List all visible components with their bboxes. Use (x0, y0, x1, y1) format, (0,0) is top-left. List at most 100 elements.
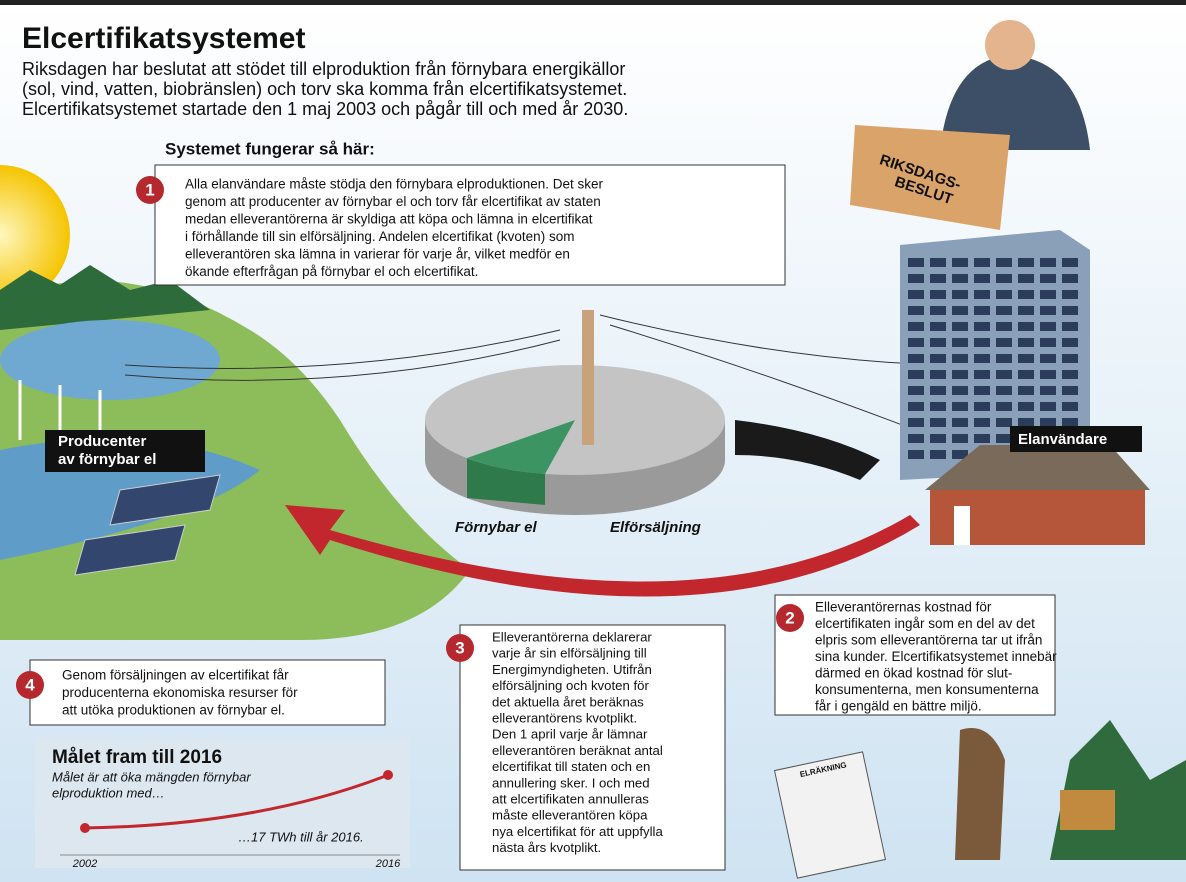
window (930, 322, 946, 331)
window (952, 370, 968, 379)
step-line: elcertifikat till staten och en (492, 759, 650, 774)
window (1062, 322, 1078, 331)
step-line: Alla elanvändare måste stödja den förnyb… (185, 177, 604, 192)
power-pole (582, 310, 594, 445)
goal-point (80, 823, 90, 833)
window (996, 354, 1012, 363)
window (996, 402, 1012, 411)
step-line: därmed en ökad kostnad för slut- (815, 666, 1012, 681)
window (1040, 354, 1056, 363)
window (908, 386, 924, 395)
step-line: medan elleverantörerna är skyldiga att k… (185, 212, 593, 227)
window (996, 274, 1012, 283)
step-line: nya elcertifikat för att uppfylla (492, 824, 663, 839)
window (908, 258, 924, 267)
window (996, 258, 1012, 267)
window (1018, 258, 1034, 267)
window (1018, 322, 1034, 331)
intro-line: Riksdagen har beslutat att stödet till e… (22, 59, 625, 79)
step-line: elleverantörens kvotplikt. (492, 710, 637, 725)
window (952, 402, 968, 411)
head (985, 20, 1035, 70)
step-line: producenterna ekonomiska resurser för (62, 685, 298, 700)
window (1040, 338, 1056, 347)
goal-box (35, 738, 410, 868)
top-rule (0, 0, 1186, 5)
window (1040, 274, 1056, 283)
window (1018, 290, 1034, 299)
window (908, 434, 924, 443)
window (1018, 306, 1034, 315)
step-line: får i gengäld en bättre miljö. (815, 699, 982, 714)
window (974, 338, 990, 347)
window (930, 274, 946, 283)
label-box (1010, 426, 1142, 452)
step-badge (446, 634, 474, 662)
window (1018, 274, 1034, 283)
step-line: ökande efterfrågan på förnybar el och el… (185, 264, 478, 279)
window (1040, 418, 1056, 427)
window (930, 258, 946, 267)
sales-label: Elförsäljning (610, 519, 701, 536)
goal-line: Målet är att öka mängden förnybar (52, 769, 251, 784)
window (974, 306, 990, 315)
consumers-label: Elanvändare (1018, 431, 1107, 448)
window (1018, 338, 1034, 347)
step-line: konsumenterna, men konsumenterna (815, 682, 1039, 697)
window (996, 386, 1012, 395)
window (1062, 338, 1078, 347)
window (1018, 386, 1034, 395)
text-box (774, 594, 1056, 716)
window (996, 370, 1012, 379)
window (1062, 402, 1078, 411)
step-line: elförsäljning och kvoten för (492, 678, 649, 693)
window (930, 338, 946, 347)
renewable-top (467, 420, 575, 474)
step-line: elleverantören beräknat antal (492, 743, 663, 758)
window (952, 290, 968, 299)
step-badge (136, 176, 164, 204)
label-box (45, 430, 205, 472)
cottage (1060, 790, 1115, 830)
text-box (154, 164, 786, 286)
window (996, 290, 1012, 299)
window (1018, 418, 1034, 427)
step-badge (16, 671, 44, 699)
window (930, 450, 946, 459)
step-badge (776, 604, 804, 632)
window (1062, 370, 1078, 379)
text-box (29, 659, 386, 726)
window (1040, 258, 1056, 267)
sun (0, 165, 70, 305)
step-line: elpris som elleverantörerna tar ut ifrån (815, 633, 1042, 648)
window (1062, 418, 1078, 427)
window (930, 370, 946, 379)
subtitle: Systemet fungerar så här: (165, 139, 375, 158)
window (908, 418, 924, 427)
window (974, 274, 990, 283)
window (974, 322, 990, 331)
window (1040, 386, 1056, 395)
window (952, 338, 968, 347)
window (996, 322, 1012, 331)
goal-result: …17 TWh till år 2016. (238, 829, 364, 844)
window (908, 290, 924, 299)
step-number: 1 (145, 180, 154, 199)
title: Elcertifikatsystemet (22, 22, 305, 55)
step-line: Elleverantörernas kostnad för (815, 600, 992, 615)
window (1040, 306, 1056, 315)
step-line: nästa års kvotplikt. (492, 840, 601, 855)
window (908, 322, 924, 331)
window (930, 402, 946, 411)
step-line: genom att producenter av förnybar el och… (185, 194, 601, 209)
window (1062, 258, 1078, 267)
window (930, 386, 946, 395)
step-number: 2 (785, 608, 794, 627)
person (940, 55, 1090, 150)
window (974, 386, 990, 395)
window (1062, 274, 1078, 283)
window (974, 418, 990, 427)
producers-label: Producenter (58, 433, 147, 450)
step-line: Elleverantörerna deklarerar (492, 629, 652, 644)
